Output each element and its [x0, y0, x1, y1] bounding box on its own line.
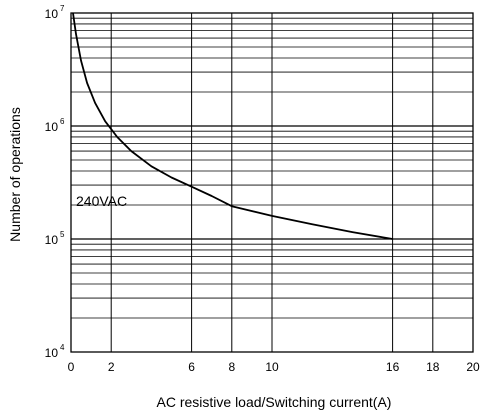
x-tick-label: 10	[265, 360, 279, 374]
x-tick-label: 6	[188, 360, 195, 374]
annotation-240vac: 240VAC	[76, 193, 127, 209]
x-tick-label: 2	[108, 360, 115, 374]
x-axis-label: AC resistive load/Switching current(A)	[157, 394, 392, 410]
x-tick-label: 0	[68, 360, 75, 374]
y-tick-label: 10	[45, 7, 59, 21]
x-tick-label: 8	[228, 360, 235, 374]
y-tick-label: 10	[45, 120, 59, 134]
y-tick-label: 10	[45, 233, 59, 247]
x-tick-label: 18	[426, 360, 440, 374]
x-tick-labels: 0 2 6 8 10 16 18 20	[68, 360, 480, 374]
y-tick-exponent: 7	[60, 4, 65, 13]
x-tick-label: 20	[466, 360, 480, 374]
grid	[71, 13, 473, 352]
series-line	[72, 12, 393, 240]
series-group	[72, 12, 393, 240]
y-tick-exponent: 5	[60, 230, 65, 239]
y-tick-exponent: 6	[60, 117, 65, 126]
plot-frame	[70, 12, 474, 353]
x-tick-label: 16	[386, 360, 400, 374]
y-tick-exponent: 4	[60, 343, 65, 352]
y-axis-label: Number of operations	[7, 107, 23, 242]
y-tick-label: 10	[45, 346, 59, 360]
